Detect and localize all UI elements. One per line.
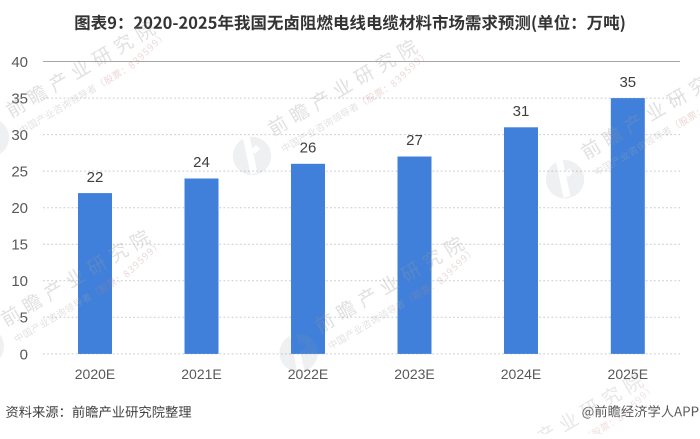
svg-text:2023E: 2023E <box>394 366 434 382</box>
svg-text:2021E: 2021E <box>181 366 221 382</box>
svg-text:0: 0 <box>20 346 28 363</box>
svg-text:30: 30 <box>11 127 28 144</box>
svg-text:2020E: 2020E <box>75 366 115 382</box>
svg-text:10: 10 <box>11 273 28 290</box>
svg-text:2024E: 2024E <box>501 366 541 382</box>
svg-text:5: 5 <box>20 310 28 327</box>
svg-text:27: 27 <box>406 132 423 149</box>
svg-text:22: 22 <box>87 169 104 186</box>
svg-text:35: 35 <box>619 74 636 91</box>
svg-text:15: 15 <box>11 237 28 254</box>
svg-text:25: 25 <box>11 164 28 181</box>
svg-text:2025E: 2025E <box>608 366 648 382</box>
svg-text:26: 26 <box>300 140 317 157</box>
svg-text:24: 24 <box>193 154 210 171</box>
svg-text:40: 40 <box>11 54 28 71</box>
svg-text:31: 31 <box>513 103 530 120</box>
svg-text:20: 20 <box>11 200 28 217</box>
